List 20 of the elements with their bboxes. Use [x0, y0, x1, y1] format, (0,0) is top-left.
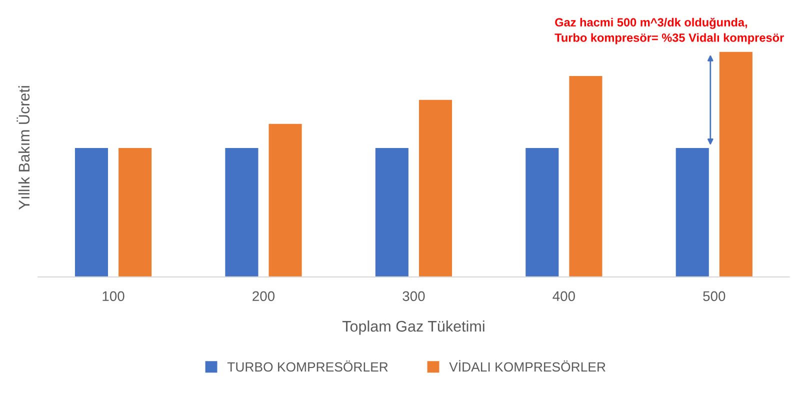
- bar: [418, 100, 452, 277]
- bar: [719, 52, 752, 277]
- bar: [676, 148, 709, 277]
- legend-label: TURBO KOMPRESÖRLER: [227, 360, 388, 372]
- bar: [268, 124, 302, 277]
- y-axis-title: Yıllık Bakım Ücreti: [16, 86, 30, 210]
- text: Gaz hacmi 500 m^3/dk olduğunda, Turbo kompresör= %35 Vidalı kompresör: [554, 18, 784, 44]
- x-tick-label: 400: [552, 291, 575, 302]
- bar: [118, 148, 152, 277]
- x-axis-title: Toplam Gaz Tüketimi: [342, 320, 484, 335]
- bar: [569, 76, 602, 277]
- bar: [375, 148, 408, 277]
- x-tick-label: 100: [102, 291, 124, 302]
- x-tick-label: 200: [252, 291, 275, 302]
- bar: [225, 148, 258, 277]
- bar: [74, 148, 108, 277]
- bar: [526, 148, 559, 277]
- legend-label: VİDALI KOMPRESÖRLER: [449, 360, 606, 372]
- x-tick-label: 500: [703, 291, 726, 302]
- x-tick-label: 300: [402, 291, 425, 302]
